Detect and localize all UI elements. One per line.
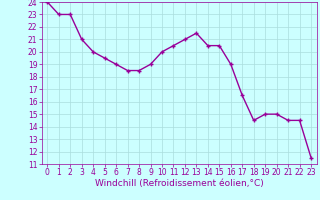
X-axis label: Windchill (Refroidissement éolien,°C): Windchill (Refroidissement éolien,°C) — [95, 179, 264, 188]
